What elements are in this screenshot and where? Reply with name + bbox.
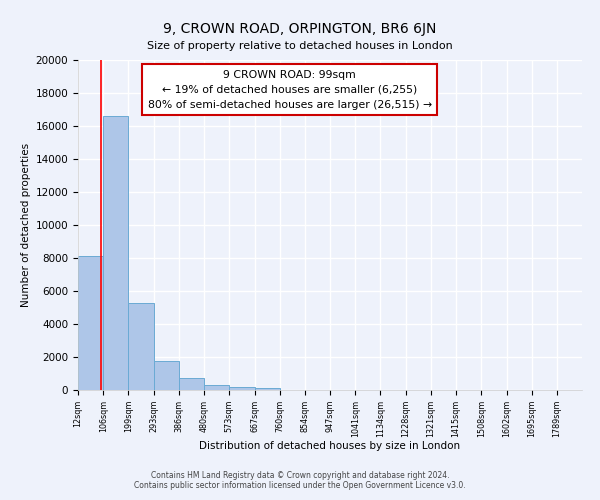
- Text: Size of property relative to detached houses in London: Size of property relative to detached ho…: [147, 41, 453, 51]
- Bar: [204, 385, 229, 390]
- Bar: [78, 256, 103, 390]
- Bar: [254, 388, 280, 390]
- Bar: [128, 302, 154, 390]
- X-axis label: Distribution of detached houses by size in London: Distribution of detached houses by size …: [199, 442, 461, 452]
- Bar: [179, 378, 204, 390]
- Bar: [154, 361, 179, 390]
- Text: Contains HM Land Registry data © Crown copyright and database right 2024.: Contains HM Land Registry data © Crown c…: [151, 470, 449, 480]
- Y-axis label: Number of detached properties: Number of detached properties: [22, 143, 31, 307]
- Text: Contains public sector information licensed under the Open Government Licence v3: Contains public sector information licen…: [134, 480, 466, 490]
- Text: 9 CROWN ROAD: 99sqm
← 19% of detached houses are smaller (6,255)
80% of semi-det: 9 CROWN ROAD: 99sqm ← 19% of detached ho…: [148, 70, 432, 110]
- Bar: [229, 387, 254, 390]
- Text: 9, CROWN ROAD, ORPINGTON, BR6 6JN: 9, CROWN ROAD, ORPINGTON, BR6 6JN: [163, 22, 437, 36]
- Bar: [103, 116, 128, 390]
